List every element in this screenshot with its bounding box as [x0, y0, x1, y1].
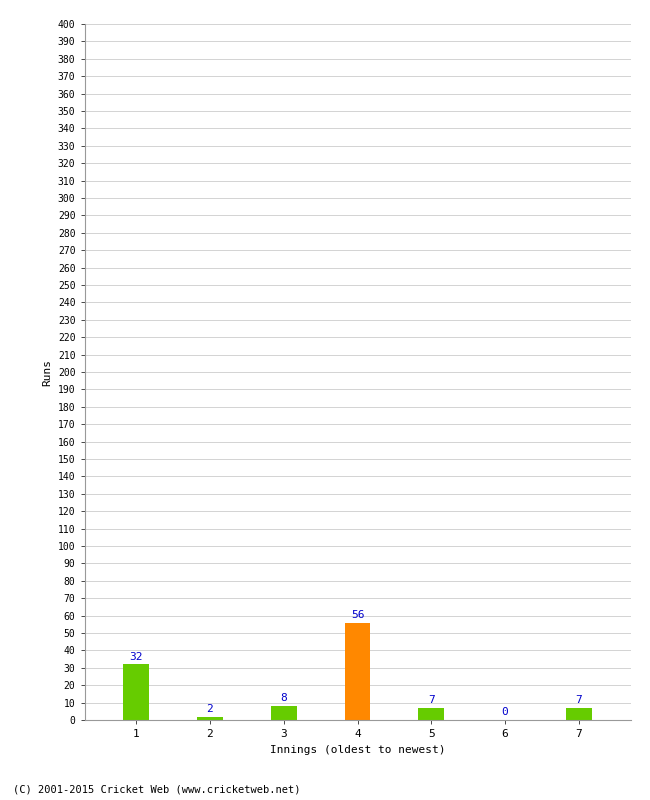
- Text: 7: 7: [428, 695, 435, 706]
- Bar: [271, 706, 296, 720]
- Text: 0: 0: [502, 707, 508, 718]
- Text: 7: 7: [575, 695, 582, 706]
- Text: (C) 2001-2015 Cricket Web (www.cricketweb.net): (C) 2001-2015 Cricket Web (www.cricketwe…: [13, 784, 300, 794]
- Text: 2: 2: [207, 704, 213, 714]
- Text: 32: 32: [129, 652, 143, 662]
- Bar: [566, 708, 592, 720]
- Bar: [344, 622, 370, 720]
- Text: 56: 56: [351, 610, 364, 620]
- Y-axis label: Runs: Runs: [42, 358, 52, 386]
- Bar: [419, 708, 444, 720]
- Bar: [124, 664, 149, 720]
- Bar: [197, 717, 223, 720]
- X-axis label: Innings (oldest to newest): Innings (oldest to newest): [270, 745, 445, 754]
- Text: 8: 8: [280, 694, 287, 703]
